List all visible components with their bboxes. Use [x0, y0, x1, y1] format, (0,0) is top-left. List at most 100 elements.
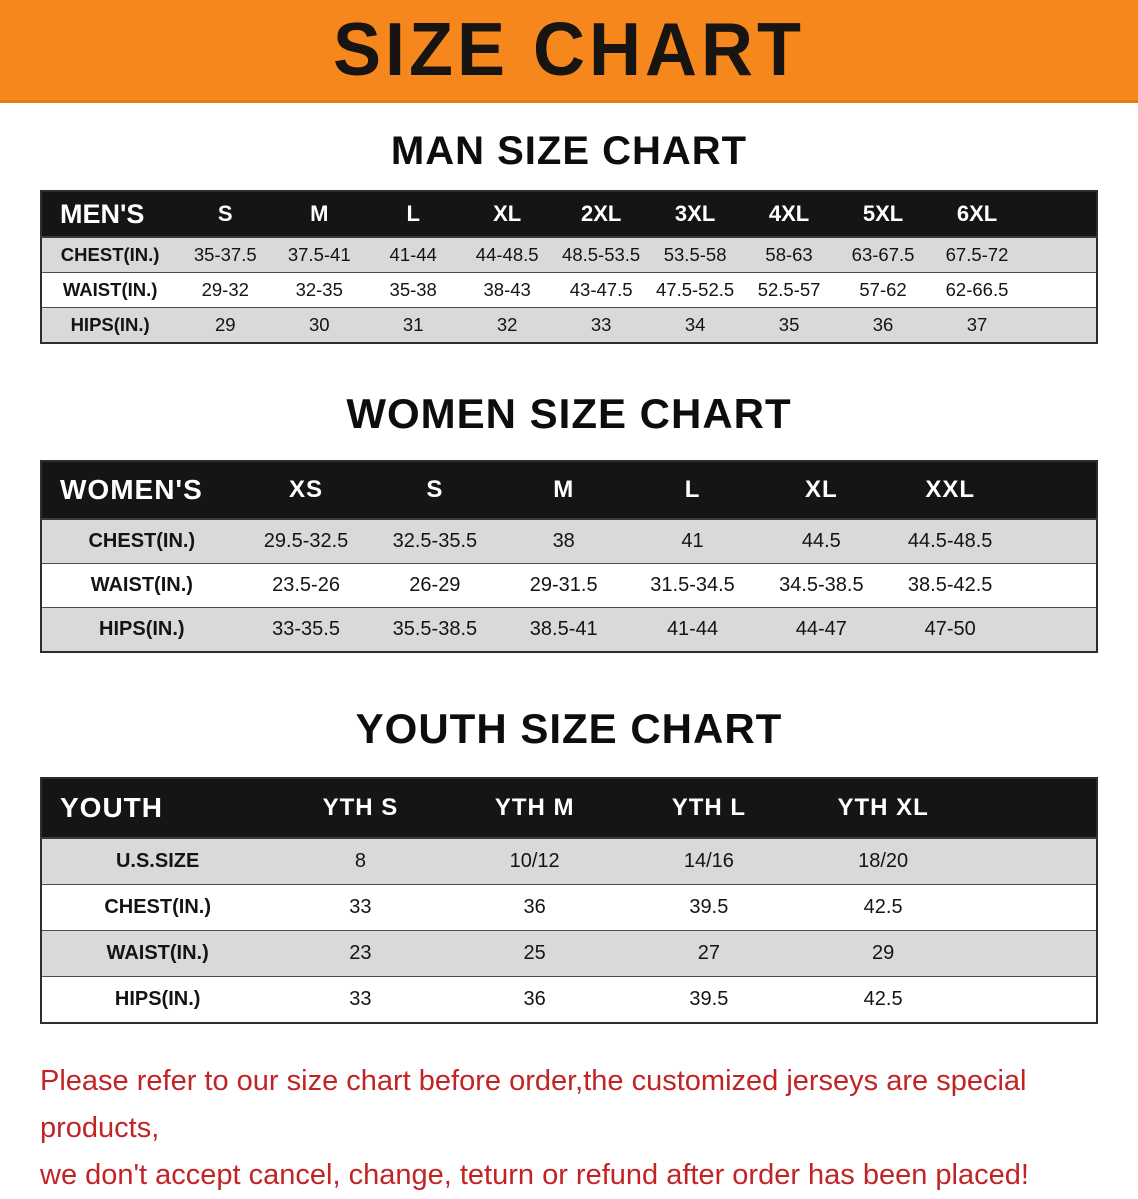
- cell: 29-32: [178, 272, 273, 308]
- youth-chart-heading: YOUTH SIZE CHART: [355, 705, 783, 752]
- cell: 33: [273, 976, 448, 1024]
- cell: 23.5-26: [241, 563, 371, 608]
- cell: 29: [178, 307, 273, 344]
- column-header: YTH M: [447, 778, 622, 839]
- men-table-body: CHEST(IN.) 35-37.5 37.5-41 41-44 44-48.5 48.5…: [41, 237, 1097, 344]
- column-header: L: [366, 191, 461, 238]
- table-row: CHEST(IN.) 33 36 39.5 42.5: [41, 884, 1097, 931]
- filler-cell: [1024, 191, 1097, 238]
- cell: 42.5: [796, 884, 971, 931]
- youth-size-chart-section: YOUTH SIZE CHART YOUTH YTH S YTH M YTH L YTH…: [0, 705, 1138, 1024]
- women-size-table: WOMEN'S XS S M L XL XXL CHEST(IN.) 29.5-32.5 32.…: [40, 460, 1098, 653]
- row-label: CHEST(IN.): [41, 884, 274, 931]
- column-header: 3XL: [648, 191, 743, 238]
- table-row: CHEST(IN.) 29.5-32.5 32.5-35.5 38 41 44.5 44.5…: [41, 519, 1097, 564]
- column-header: YTH XL: [796, 778, 971, 839]
- filler-cell: [1024, 237, 1097, 273]
- cell: 47.5-52.5: [648, 272, 743, 308]
- column-header: YTH L: [621, 778, 797, 839]
- size-chart-banner: SIZE CHART: [0, 0, 1138, 103]
- column-header: M: [499, 461, 629, 520]
- column-header: XL: [756, 461, 886, 520]
- women-size-chart-section: WOMEN SIZE CHART WOMEN'S XS S M L XL XXL CHEST…: [0, 390, 1138, 653]
- cell: 58-63: [742, 237, 837, 273]
- column-header: S: [178, 191, 273, 238]
- table-row: U.S.SIZE 8 10/12 14/16 18/20: [41, 838, 1097, 885]
- size-chart-content: MAN SIZE CHART MEN'S S M L XL 2XL 3XL 4XL 5XL 6XL…: [0, 129, 1138, 1199]
- cell: 41: [628, 519, 757, 564]
- cell: 41-44: [366, 237, 461, 273]
- row-label: CHEST(IN.): [41, 519, 242, 564]
- table-row: WAIST(IN.) 23.5-26 26-29 29-31.5 31.5-34.5 34…: [41, 563, 1097, 608]
- table-title-cell: WOMEN'S: [41, 461, 242, 520]
- table-row: CHEST(IN.) 35-37.5 37.5-41 41-44 44-48.5 48.5…: [41, 237, 1097, 273]
- cell: 35.5-38.5: [370, 607, 500, 653]
- table-row: HIPS(IN.) 33 36 39.5 42.5: [41, 976, 1097, 1024]
- cell: 47-50: [885, 607, 1015, 653]
- cell: 44-47: [756, 607, 886, 653]
- cell: 44.5: [756, 519, 886, 564]
- cell: 39.5: [621, 976, 797, 1024]
- filler-cell: [1014, 607, 1097, 653]
- row-label: WAIST(IN.): [41, 563, 242, 608]
- cell: 53.5-58: [648, 237, 743, 273]
- cell: 14/16: [621, 838, 797, 885]
- cell: 27: [621, 930, 797, 977]
- women-table-body: CHEST(IN.) 29.5-32.5 32.5-35.5 38 41 44.5 44.5…: [41, 519, 1097, 653]
- column-header: S: [370, 461, 500, 520]
- cell: 39.5: [621, 884, 797, 931]
- cell: 43-47.5: [554, 272, 649, 308]
- women-chart-heading: WOMEN SIZE CHART: [346, 390, 792, 437]
- cell: 31: [366, 307, 461, 344]
- youth-size-table: YOUTH YTH S YTH M YTH L YTH XL U.S.SIZE 8 10/1…: [40, 777, 1098, 1024]
- cell: 67.5-72: [930, 237, 1024, 273]
- cell: 38.5-41: [499, 607, 629, 653]
- filler-cell: [1014, 461, 1097, 520]
- filler-cell: [1014, 563, 1097, 608]
- cell: 48.5-53.5: [554, 237, 649, 273]
- column-header: 6XL: [930, 191, 1024, 238]
- youth-table-body: U.S.SIZE 8 10/12 14/16 18/20 CHEST(IN.) 33 36 39…: [41, 838, 1097, 1024]
- cell: 44.5-48.5: [885, 519, 1015, 564]
- cell: 32.5-35.5: [370, 519, 500, 564]
- cell: 62-66.5: [930, 272, 1024, 308]
- cell: 63-67.5: [836, 237, 931, 273]
- cell: 44-48.5: [460, 237, 555, 273]
- cell: 18/20: [796, 838, 971, 885]
- filler-cell: [970, 976, 1097, 1024]
- cell: 30: [272, 307, 367, 344]
- row-label: HIPS(IN.): [41, 607, 242, 653]
- filler-cell: [1024, 272, 1097, 308]
- cell: 57-62: [836, 272, 931, 308]
- cell: 34: [648, 307, 743, 344]
- disclaimer: Please refer to our size chart before or…: [40, 1058, 1094, 1199]
- cell: 38-43: [460, 272, 555, 308]
- cell: 29-31.5: [499, 563, 629, 608]
- row-label: CHEST(IN.): [41, 237, 179, 273]
- cell: 33-35.5: [241, 607, 371, 653]
- cell: 37: [930, 307, 1024, 344]
- disclaimer-line-2: we don't accept cancel, change, teturn o…: [40, 1158, 1029, 1191]
- men-size-chart-section: MAN SIZE CHART MEN'S S M L XL 2XL 3XL 4XL 5XL 6XL…: [0, 129, 1138, 344]
- column-header: 2XL: [554, 191, 649, 238]
- men-size-table: MEN'S S M L XL 2XL 3XL 4XL 5XL 6XL CHEST(IN.) 35-3…: [40, 190, 1098, 344]
- men-chart-heading: MAN SIZE CHART: [390, 129, 748, 173]
- column-header: YTH S: [273, 778, 448, 839]
- column-header: 4XL: [742, 191, 837, 238]
- column-header: XL: [460, 191, 555, 238]
- cell: 42.5: [796, 976, 971, 1024]
- women-table-header-row: WOMEN'S XS S M L XL XXL: [41, 461, 1097, 520]
- filler-cell: [1024, 307, 1097, 344]
- column-header: XS: [241, 461, 371, 520]
- cell: 52.5-57: [742, 272, 837, 308]
- cell: 36: [836, 307, 931, 344]
- cell: 36: [447, 884, 622, 931]
- filler-cell: [970, 778, 1097, 839]
- table-row: WAIST(IN.) 29-32 32-35 35-38 38-43 43-47.5 47.…: [41, 272, 1097, 308]
- table-title-cell: MEN'S: [41, 191, 179, 238]
- cell: 29: [796, 930, 971, 977]
- cell: 34.5-38.5: [756, 563, 886, 608]
- cell: 33: [273, 884, 448, 931]
- cell: 10/12: [447, 838, 622, 885]
- table-title-cell: YOUTH: [41, 778, 274, 839]
